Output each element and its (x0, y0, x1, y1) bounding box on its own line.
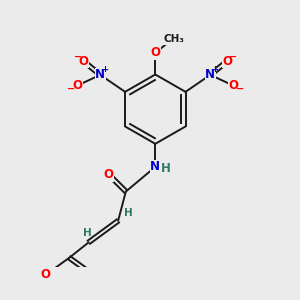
Text: H: H (124, 208, 133, 218)
Text: O: O (72, 79, 82, 92)
Text: −: − (236, 84, 244, 94)
Text: N: N (95, 68, 105, 81)
Text: N: N (150, 160, 160, 173)
Text: H: H (83, 228, 92, 238)
Text: −: − (229, 52, 237, 62)
Text: +: + (212, 65, 218, 74)
Text: CH₃: CH₃ (164, 34, 184, 44)
Text: O: O (41, 268, 51, 281)
Text: H: H (161, 162, 171, 175)
Text: O: O (104, 168, 114, 181)
Text: −: − (67, 84, 75, 94)
Text: +: + (101, 65, 108, 74)
Text: O: O (150, 46, 160, 59)
Text: N: N (205, 68, 215, 81)
Text: O: O (78, 55, 88, 68)
Text: O: O (229, 79, 238, 92)
Text: O: O (222, 55, 233, 68)
Text: −: − (74, 52, 82, 62)
